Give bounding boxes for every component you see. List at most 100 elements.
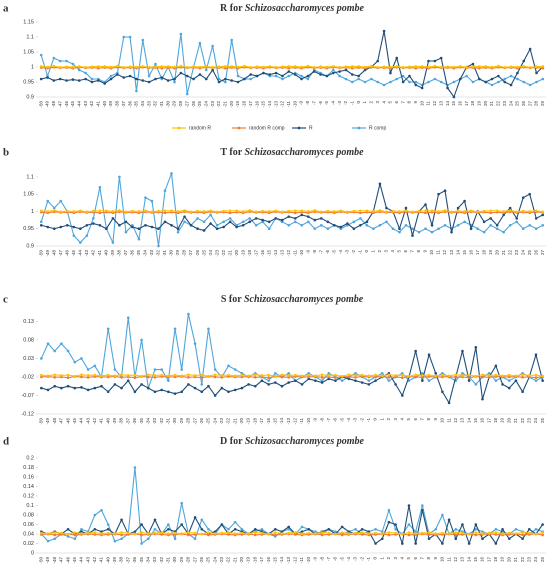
data-point xyxy=(39,223,43,227)
data-point xyxy=(98,185,102,189)
data-point xyxy=(313,209,317,212)
x-tick-label: -18 xyxy=(242,101,247,108)
data-point xyxy=(220,374,224,377)
data-point xyxy=(354,531,357,535)
data-point xyxy=(434,371,438,375)
x-tick-label: -13 xyxy=(273,101,278,108)
data-point xyxy=(378,223,382,227)
data-point xyxy=(46,65,49,69)
data-point xyxy=(359,217,362,220)
data-point xyxy=(179,71,183,75)
data-point xyxy=(98,211,102,215)
data-point xyxy=(482,230,486,234)
x-tick-label: -30 xyxy=(172,418,177,425)
x-tick-label: 11 xyxy=(446,557,451,562)
data-point xyxy=(53,373,57,377)
data-point xyxy=(439,66,443,69)
data-point xyxy=(414,80,418,84)
x-tick-label: -37 xyxy=(121,101,126,108)
title-text: R for xyxy=(220,3,243,14)
x-tick-label: -42 xyxy=(89,101,94,108)
x-tick-label: 5 xyxy=(388,101,393,104)
data-point xyxy=(126,374,130,377)
data-point xyxy=(411,234,414,237)
x-tick-label: 23 xyxy=(514,250,519,256)
data-point xyxy=(441,513,444,517)
data-point xyxy=(306,220,310,224)
data-point xyxy=(439,56,443,60)
x-tick-label: -20 xyxy=(239,557,244,564)
data-point xyxy=(103,65,106,68)
x-tick-label: -6 xyxy=(333,418,338,422)
data-point xyxy=(414,65,418,68)
data-point xyxy=(541,531,544,534)
data-point xyxy=(433,59,437,63)
data-point xyxy=(398,230,401,234)
x-tick-label: 20 xyxy=(506,418,511,424)
data-point xyxy=(66,349,70,353)
data-point xyxy=(52,64,56,68)
data-point xyxy=(249,66,253,69)
y-tick-label: 0.14 xyxy=(23,484,34,490)
data-point xyxy=(354,376,357,379)
data-point xyxy=(307,531,311,535)
x-tick-label: -50 xyxy=(39,418,44,425)
data-point xyxy=(507,373,511,377)
data-point xyxy=(215,210,219,214)
data-point xyxy=(52,79,56,82)
x-tick-label: -45 xyxy=(70,101,75,108)
x-tick-label: -5 xyxy=(332,250,337,254)
data-point xyxy=(340,533,344,537)
data-point xyxy=(106,527,110,531)
data-point xyxy=(427,59,430,63)
data-point xyxy=(521,533,524,537)
x-tick-label: -24 xyxy=(208,250,213,257)
x-tick-label: 23 xyxy=(502,101,507,107)
data-point xyxy=(454,531,458,534)
x-tick-label: -18 xyxy=(247,250,252,257)
y-tick-label: 1.05 xyxy=(23,192,34,198)
data-point xyxy=(351,65,354,68)
data-point xyxy=(407,531,411,534)
data-point xyxy=(487,371,491,375)
data-point xyxy=(154,62,157,66)
x-tick-label: -35 xyxy=(139,418,144,425)
data-point xyxy=(160,388,163,392)
x-tick-label: 27 xyxy=(540,250,545,256)
data-point xyxy=(280,530,284,533)
data-point xyxy=(300,374,304,378)
data-point xyxy=(46,388,50,392)
data-point xyxy=(106,373,110,377)
data-point xyxy=(354,527,357,531)
y-tick-label: 1 xyxy=(31,64,34,70)
data-point xyxy=(497,74,500,78)
data-point xyxy=(300,74,303,78)
data-point xyxy=(320,531,324,534)
data-point xyxy=(196,209,199,213)
data-point xyxy=(503,77,507,81)
x-tick-label: 20 xyxy=(494,250,499,256)
data-point xyxy=(382,65,386,68)
data-point xyxy=(331,71,335,75)
data-point xyxy=(73,386,77,390)
data-point xyxy=(389,65,392,69)
panel-label: d xyxy=(3,436,9,448)
x-tick-label: -25 xyxy=(206,557,211,564)
data-point xyxy=(207,527,210,531)
data-point xyxy=(351,80,354,84)
data-point xyxy=(471,80,475,84)
data-point xyxy=(494,527,498,531)
x-tick-label: 2 xyxy=(369,101,374,104)
data-point xyxy=(421,531,424,535)
data-point xyxy=(241,220,245,224)
data-point xyxy=(207,531,210,534)
y-tick-label: 0.06 xyxy=(23,522,34,528)
x-tick-label: -37 xyxy=(123,250,128,257)
y-tick-label: 0.08 xyxy=(23,512,34,518)
title-species: Schizosaccharomyces pombe xyxy=(244,294,364,305)
x-tick-label: -49 xyxy=(45,418,50,425)
data-point xyxy=(481,397,484,401)
data-point xyxy=(306,74,310,78)
data-point xyxy=(346,222,349,225)
data-point xyxy=(407,533,411,537)
